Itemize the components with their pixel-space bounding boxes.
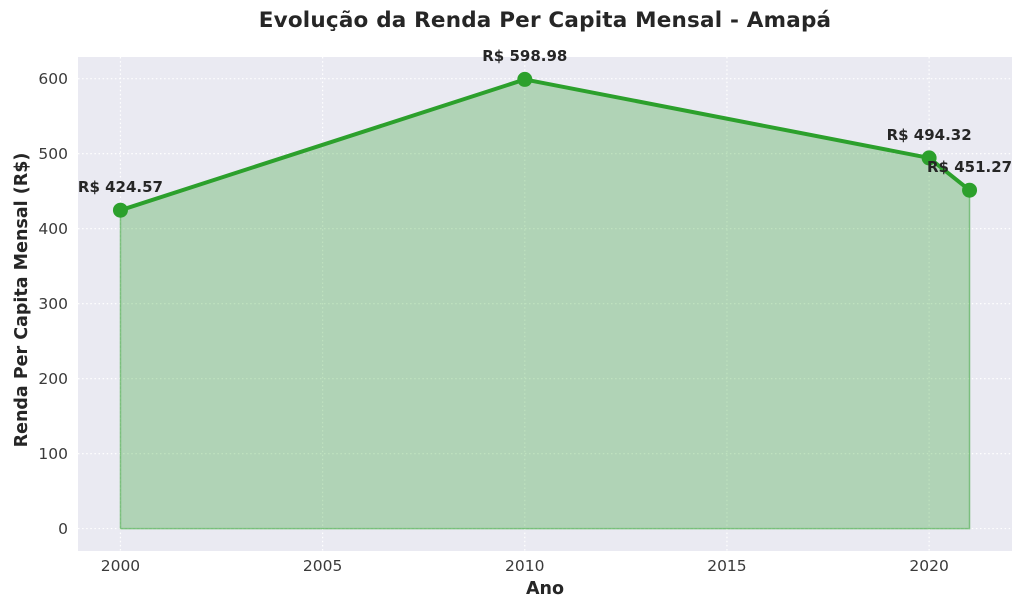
area-fill — [119, 78, 971, 530]
data-point-marker — [517, 71, 533, 87]
x-tick-label: 2000 — [100, 557, 141, 575]
y-tick-label: 500 — [38, 144, 68, 163]
y-tick-label: 100 — [38, 444, 68, 463]
data-point-marker — [112, 202, 128, 218]
y-tick-label: 0 — [58, 519, 68, 538]
x-tick-label: 2015 — [707, 557, 747, 575]
x-axis-label: Ano — [525, 579, 565, 599]
data-point-label: R$ 598.98 — [482, 47, 568, 66]
data-point-label: R$ 451.27 — [926, 158, 1013, 177]
plot-canvas — [78, 57, 1012, 551]
x-tick-label: 2020 — [909, 557, 949, 575]
data-point-marker — [962, 182, 978, 198]
series-line — [118, 77, 972, 213]
data-point-label: R$ 494.32 — [886, 125, 972, 144]
data-point-marker — [921, 150, 937, 166]
chart-title: Evolução da Renda Per Capita Mensal - Am… — [258, 8, 832, 33]
y-tick-label: 600 — [38, 69, 68, 88]
data-point-label: R$ 424.57 — [77, 178, 163, 197]
x-tick-label: 2010 — [505, 557, 545, 575]
y-tick-label: 200 — [38, 369, 68, 388]
x-tick-label: 2005 — [302, 557, 343, 575]
y-tick-label: 400 — [38, 219, 68, 238]
y-tick-label: 300 — [38, 294, 68, 313]
plot-area — [78, 57, 1012, 551]
